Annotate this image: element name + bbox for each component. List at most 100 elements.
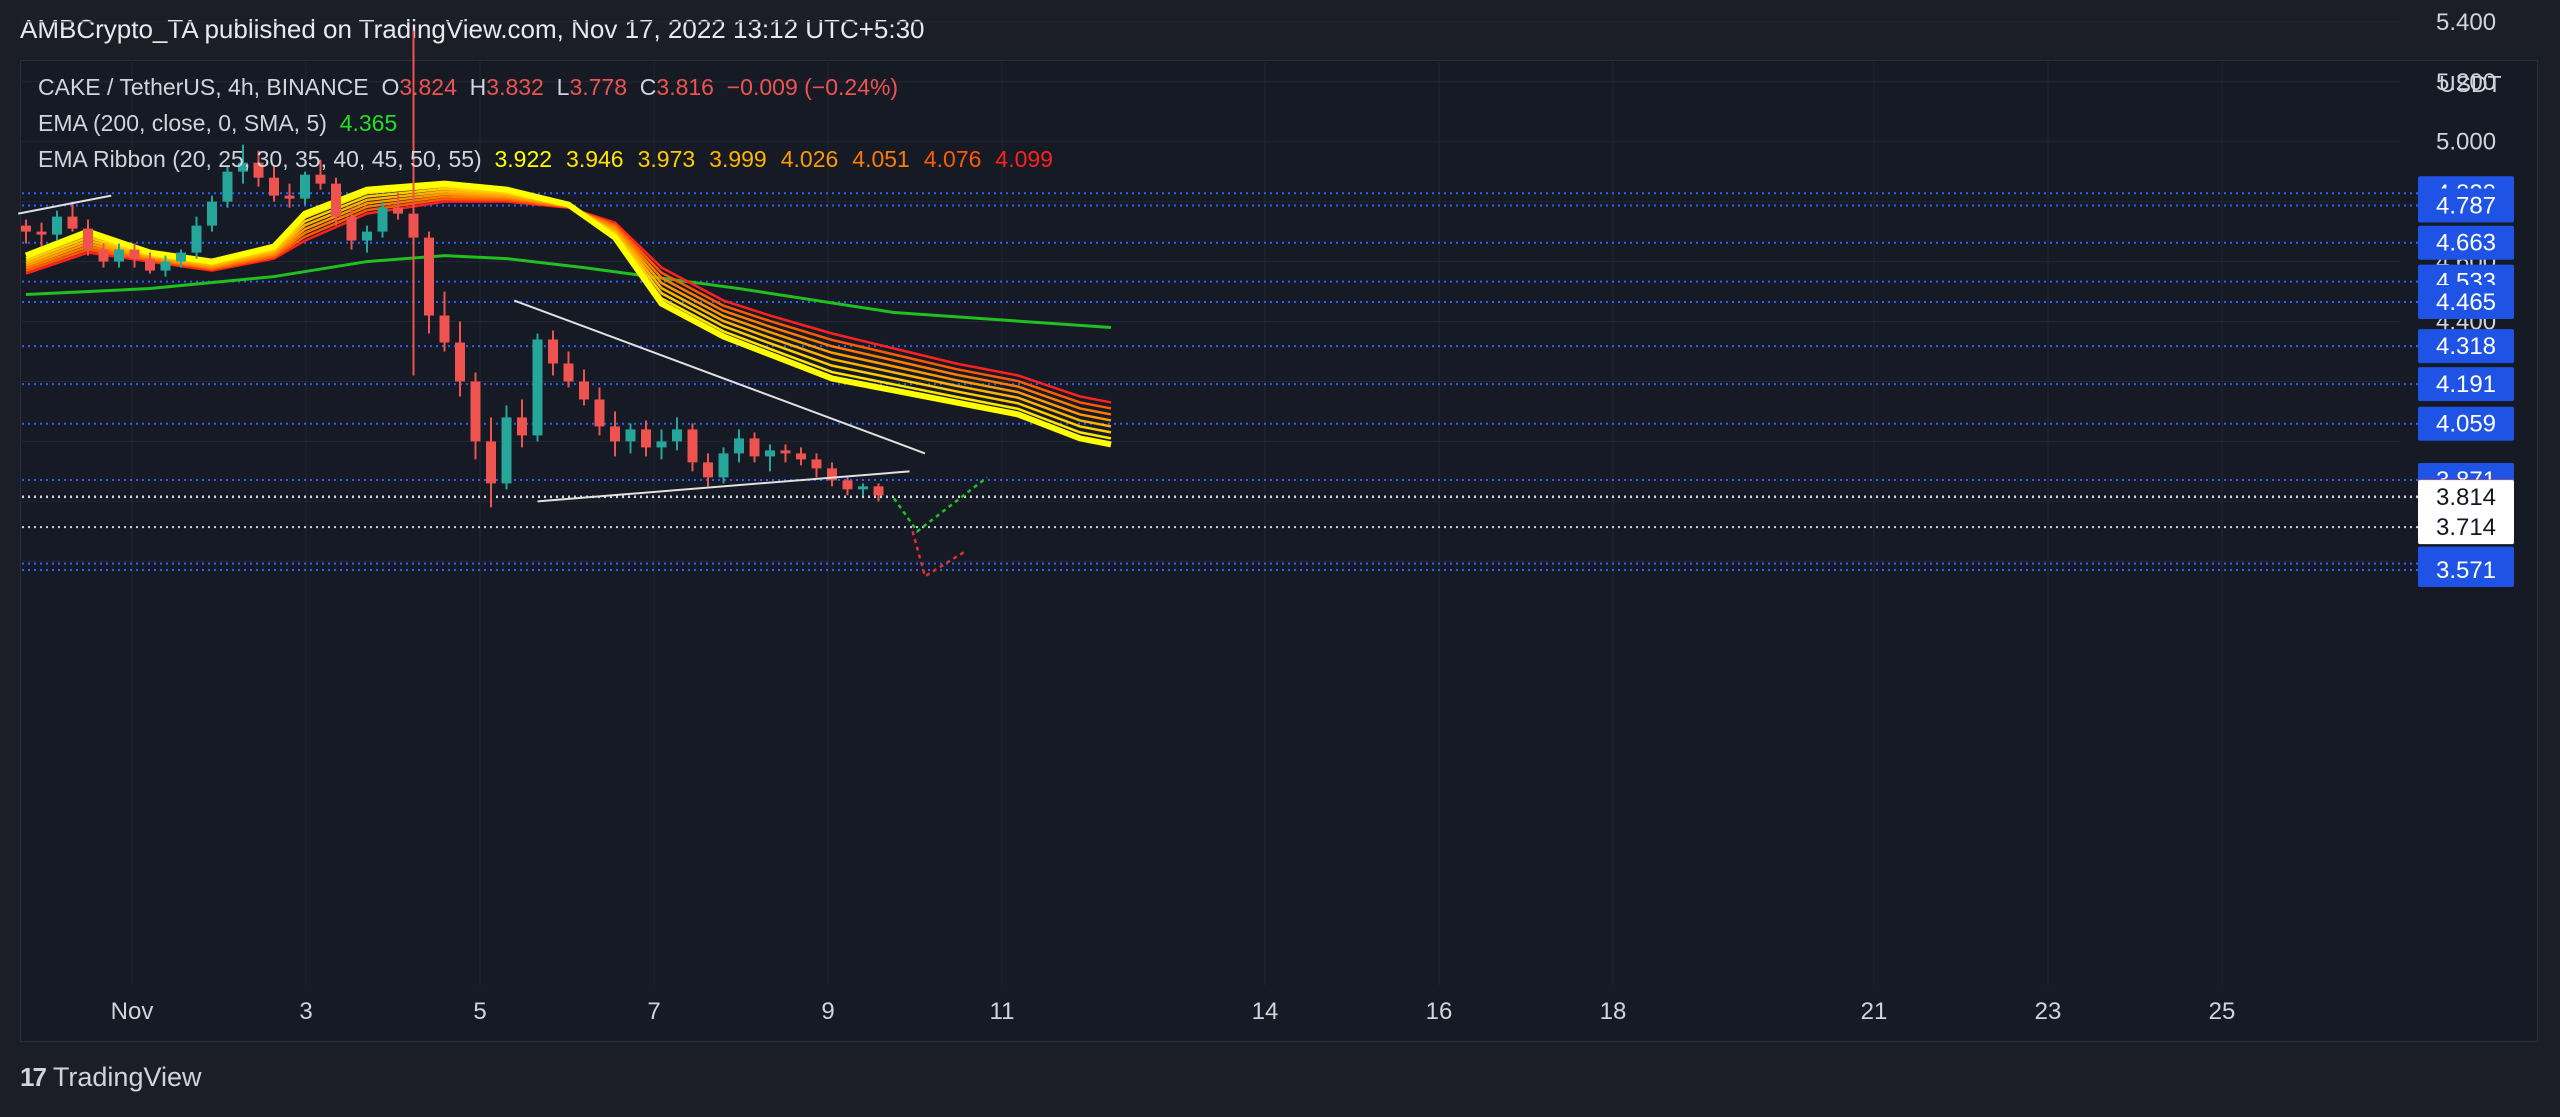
price-badge [2418,367,2514,402]
candle-body [362,231,372,241]
candle-body [858,486,868,490]
candle-body [98,249,109,262]
symbol-label[interactable]: CAKE / TetherUS, 4h, BINANCE [38,74,369,100]
candle-body [83,228,93,250]
close-label: C [639,74,657,100]
price-badge-label: 4.465 [2436,289,2496,316]
price-badge-label: 4.191 [2436,371,2496,398]
open-value: 3.824 [399,74,457,100]
brand-label: TradingView [52,1062,202,1092]
ribbon-value-5: 4.026 [780,146,839,172]
ribbon-value-3: 3.973 [637,146,696,172]
candle-body [129,249,140,259]
ribbon-line-1 [24,180,1112,448]
x-tick-label: 16 [1426,998,1453,1025]
price-badge-label: 3.814 [2436,484,2496,511]
ribbon-line-4 [25,190,1112,428]
candle-body [687,429,698,463]
candle-body [796,453,806,460]
y-tick-label: 5.200 [2436,69,2496,96]
candle-body [269,177,279,196]
x-tick-label: 14 [1252,998,1279,1025]
candle-body [238,162,248,172]
candle-body [703,462,713,478]
candle-body [21,225,31,232]
ribbon-value-1: 3.922 [494,146,553,172]
candle-body [749,438,760,457]
ribbon-value-2: 3.946 [566,146,624,172]
x-tick-label: 25 [2209,998,2236,1025]
candle-body [641,429,651,448]
descending-trendline [513,299,926,455]
publish-header: AMBCrypto_TA published on TradingView.co… [20,14,925,44]
candle-body [207,201,217,226]
chart-grid [22,21,2400,985]
price-badge [2418,480,2514,515]
price-badge [2418,188,2514,223]
ribbon-value-4: 3.999 [709,146,767,172]
tradingview-footer[interactable]: 17 TradingView [20,1062,202,1093]
candle-body [827,468,837,481]
low-label: L [556,74,570,100]
candle-body [300,174,310,199]
ema200-line [25,254,1112,330]
candle-body [501,417,512,484]
candle-body [873,486,884,496]
candle-body [145,258,155,271]
trendline-drawings [18,194,988,579]
price-badge [2418,552,2514,587]
candle-body [610,426,620,442]
close-value: 3.816 [656,74,714,100]
x-tick-label: 18 [1600,998,1627,1025]
tradingview-logo-icon: 17 [20,1062,47,1092]
price-badge-label: 4.059 [2436,411,2496,438]
price-badge-label: 3.714 [2436,514,2496,541]
candle-body [114,249,124,262]
candle-body [486,441,496,484]
candle-body [191,225,202,253]
candle-body [36,231,47,235]
candle-body [594,399,605,427]
candle-body [563,363,574,382]
candle-body [408,213,419,238]
price-badge-label: 4.787 [2436,193,2496,220]
candle-body [734,438,744,454]
support-trendline [537,470,910,503]
ema-legend[interactable]: EMA (200, close, 0, SMA, 5) 4.365 [38,110,397,137]
ohlc-legend: CAKE / TetherUS, 4h, BINANCE O3.824 H3.8… [38,74,898,101]
chart-frame[interactable] [20,60,2538,1042]
ribbon-value-8: 4.099 [995,146,1053,172]
x-tick-label: 21 [1861,998,1888,1025]
price-badge [2418,510,2514,545]
candle-body [811,459,822,469]
candle-body [393,207,403,214]
time-axis: Nov 3 5 7 9 11 14 16 18 21 23 25 [111,998,2236,1025]
high-value: 3.832 [486,74,544,100]
price-badge [2418,406,2514,441]
candle-body [52,216,62,235]
ribbon-label: EMA Ribbon (20, 25, 30, 35, 40, 45, 50, … [38,146,482,172]
high-label: H [469,74,487,100]
candle-body [718,453,729,478]
change-value: −0.009 (−0.24%) [726,74,899,100]
candle-body [548,339,558,364]
ribbon-value-7: 4.076 [923,146,982,172]
candle-body [455,342,465,382]
candle-body [439,315,450,343]
candle-body [765,450,775,457]
candle-body [67,216,78,229]
candle-body [842,480,853,490]
x-tick-label: 11 [990,998,1015,1025]
x-tick-label: 23 [2035,998,2062,1025]
candle-body [222,171,233,202]
ribbon-legend[interactable]: EMA Ribbon (20, 25, 30, 35, 40, 45, 50, … [38,146,1067,173]
x-tick-label: 5 [473,998,486,1025]
candle-body [672,429,682,442]
candle-body [517,417,527,436]
candles [21,30,884,508]
candle-body [780,450,791,454]
candle-body [579,381,589,400]
candle-body [377,207,388,232]
ema-lines [24,180,1112,448]
